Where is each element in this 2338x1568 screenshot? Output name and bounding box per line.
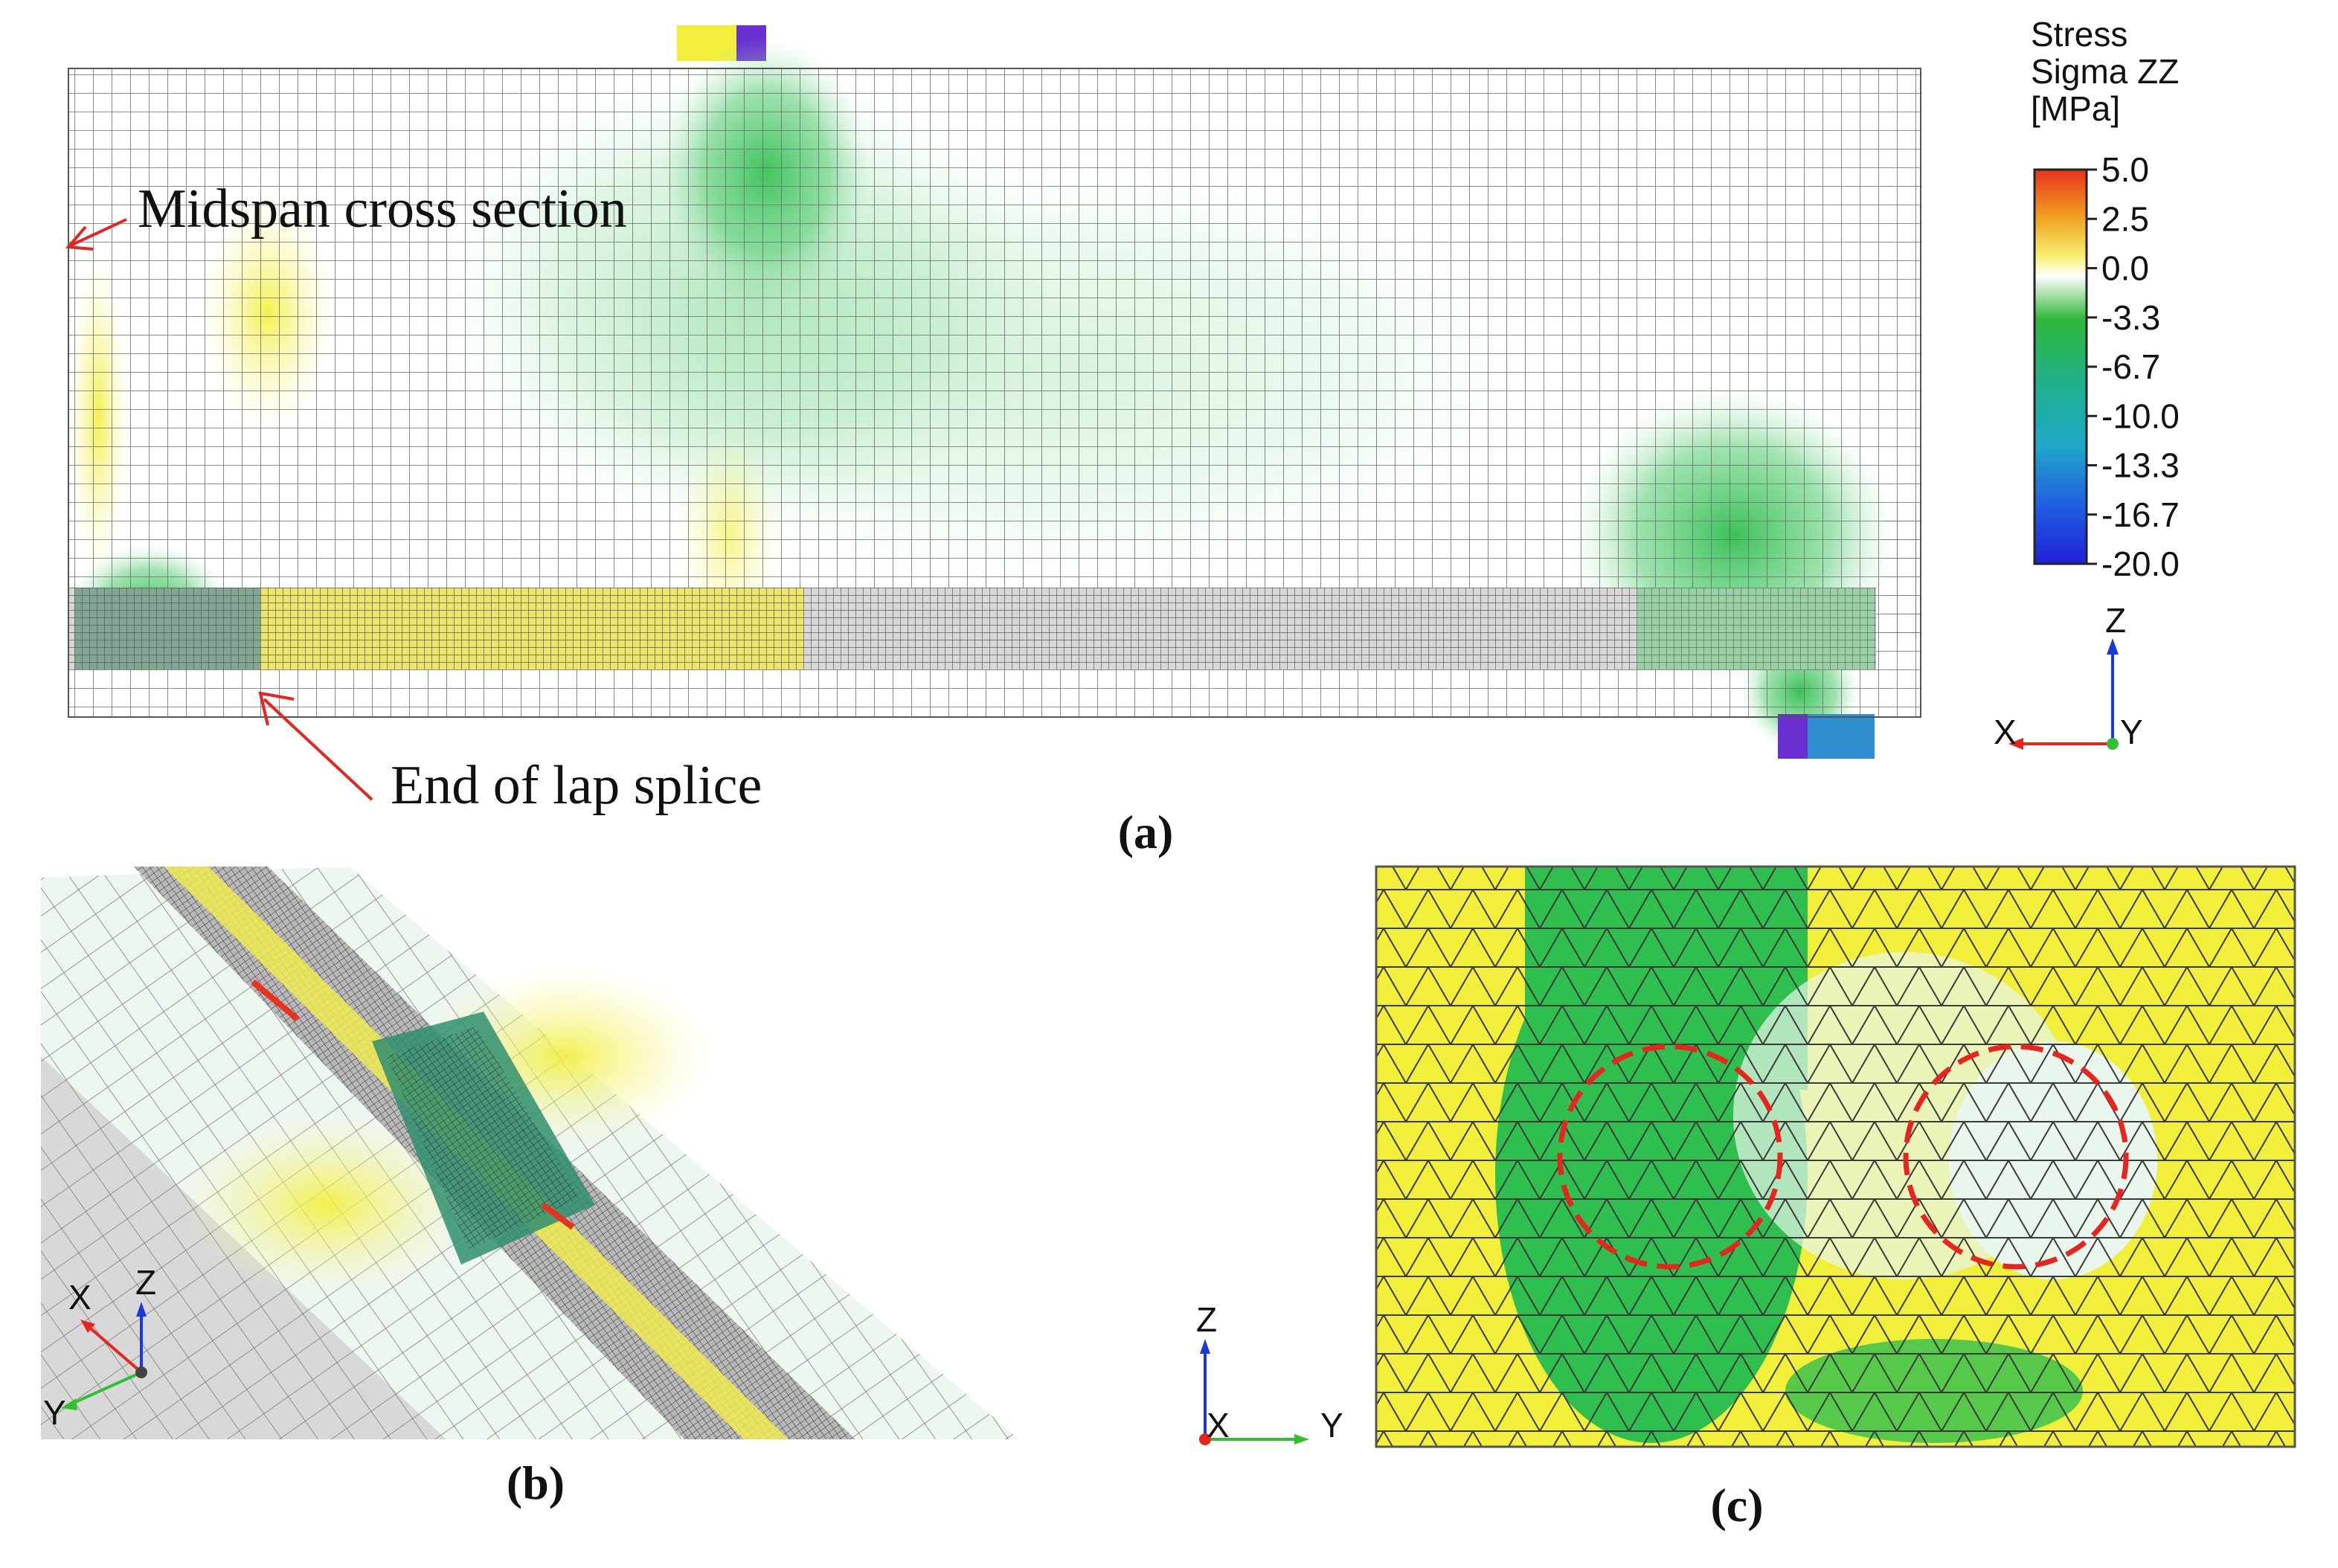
caption-c: (c) (1710, 1479, 1763, 1532)
legend-tick-label: -20.0 (2101, 544, 2180, 583)
legend-tick-label: 0.0 (2101, 249, 2149, 288)
legend-colorbar (2033, 168, 2088, 565)
legend-tick-label: -6.7 (2101, 347, 2160, 386)
legend-tick-label: -13.3 (2101, 446, 2180, 485)
legend-tick-label: 5.0 (2101, 150, 2149, 189)
axis-c-x: X (1207, 1406, 1230, 1445)
axis-c-y: Y (1320, 1406, 1343, 1445)
axis-b-x: X (68, 1278, 91, 1317)
triad-b: Z X Y (43, 1263, 156, 1432)
axis-a-z: Z (2105, 601, 2126, 640)
panel-c: Z X Y (c) (1196, 865, 2296, 1532)
triad-c: Z X Y (1196, 1300, 1343, 1445)
legend-title-1: Stress (2031, 15, 2127, 54)
triad-a: Z X Y (1994, 601, 2143, 751)
axis-a-y: Y (2120, 713, 2143, 751)
caption-a: (a) (1118, 806, 1174, 858)
rebar-right-outline (1903, 1044, 2129, 1270)
panel-b: Z X Y (b) (41, 867, 1019, 1509)
rebar-left-outline (1557, 1044, 1783, 1270)
panel-a: Midspan cross section End of lap splice … (65, 15, 2180, 858)
legend-title-3: [MPa] (2031, 89, 2120, 128)
legend-tick-label: -10.0 (2101, 396, 2180, 435)
axis-a-x: X (1994, 713, 2017, 751)
lap-splice-label: End of lap splice (391, 755, 762, 816)
legend-tick-label: -3.3 (2101, 298, 2160, 337)
axis-b-z: Z (135, 1263, 156, 1302)
legend-title-2: Sigma ZZ (2031, 52, 2179, 91)
stress-legend: Stress Sigma ZZ [MPa] 5.0 2.5 0.0 -3.3 -6.7 -… (2031, 15, 2180, 583)
legend-tick-label: 2.5 (2101, 199, 2149, 238)
legend-tick-label: -16.7 (2101, 495, 2180, 534)
axis-c-z: Z (1196, 1300, 1217, 1339)
caption-b: (b) (507, 1456, 565, 1509)
axis-b-y: Y (43, 1393, 66, 1432)
midspan-label: Midspan cross section (138, 179, 627, 240)
